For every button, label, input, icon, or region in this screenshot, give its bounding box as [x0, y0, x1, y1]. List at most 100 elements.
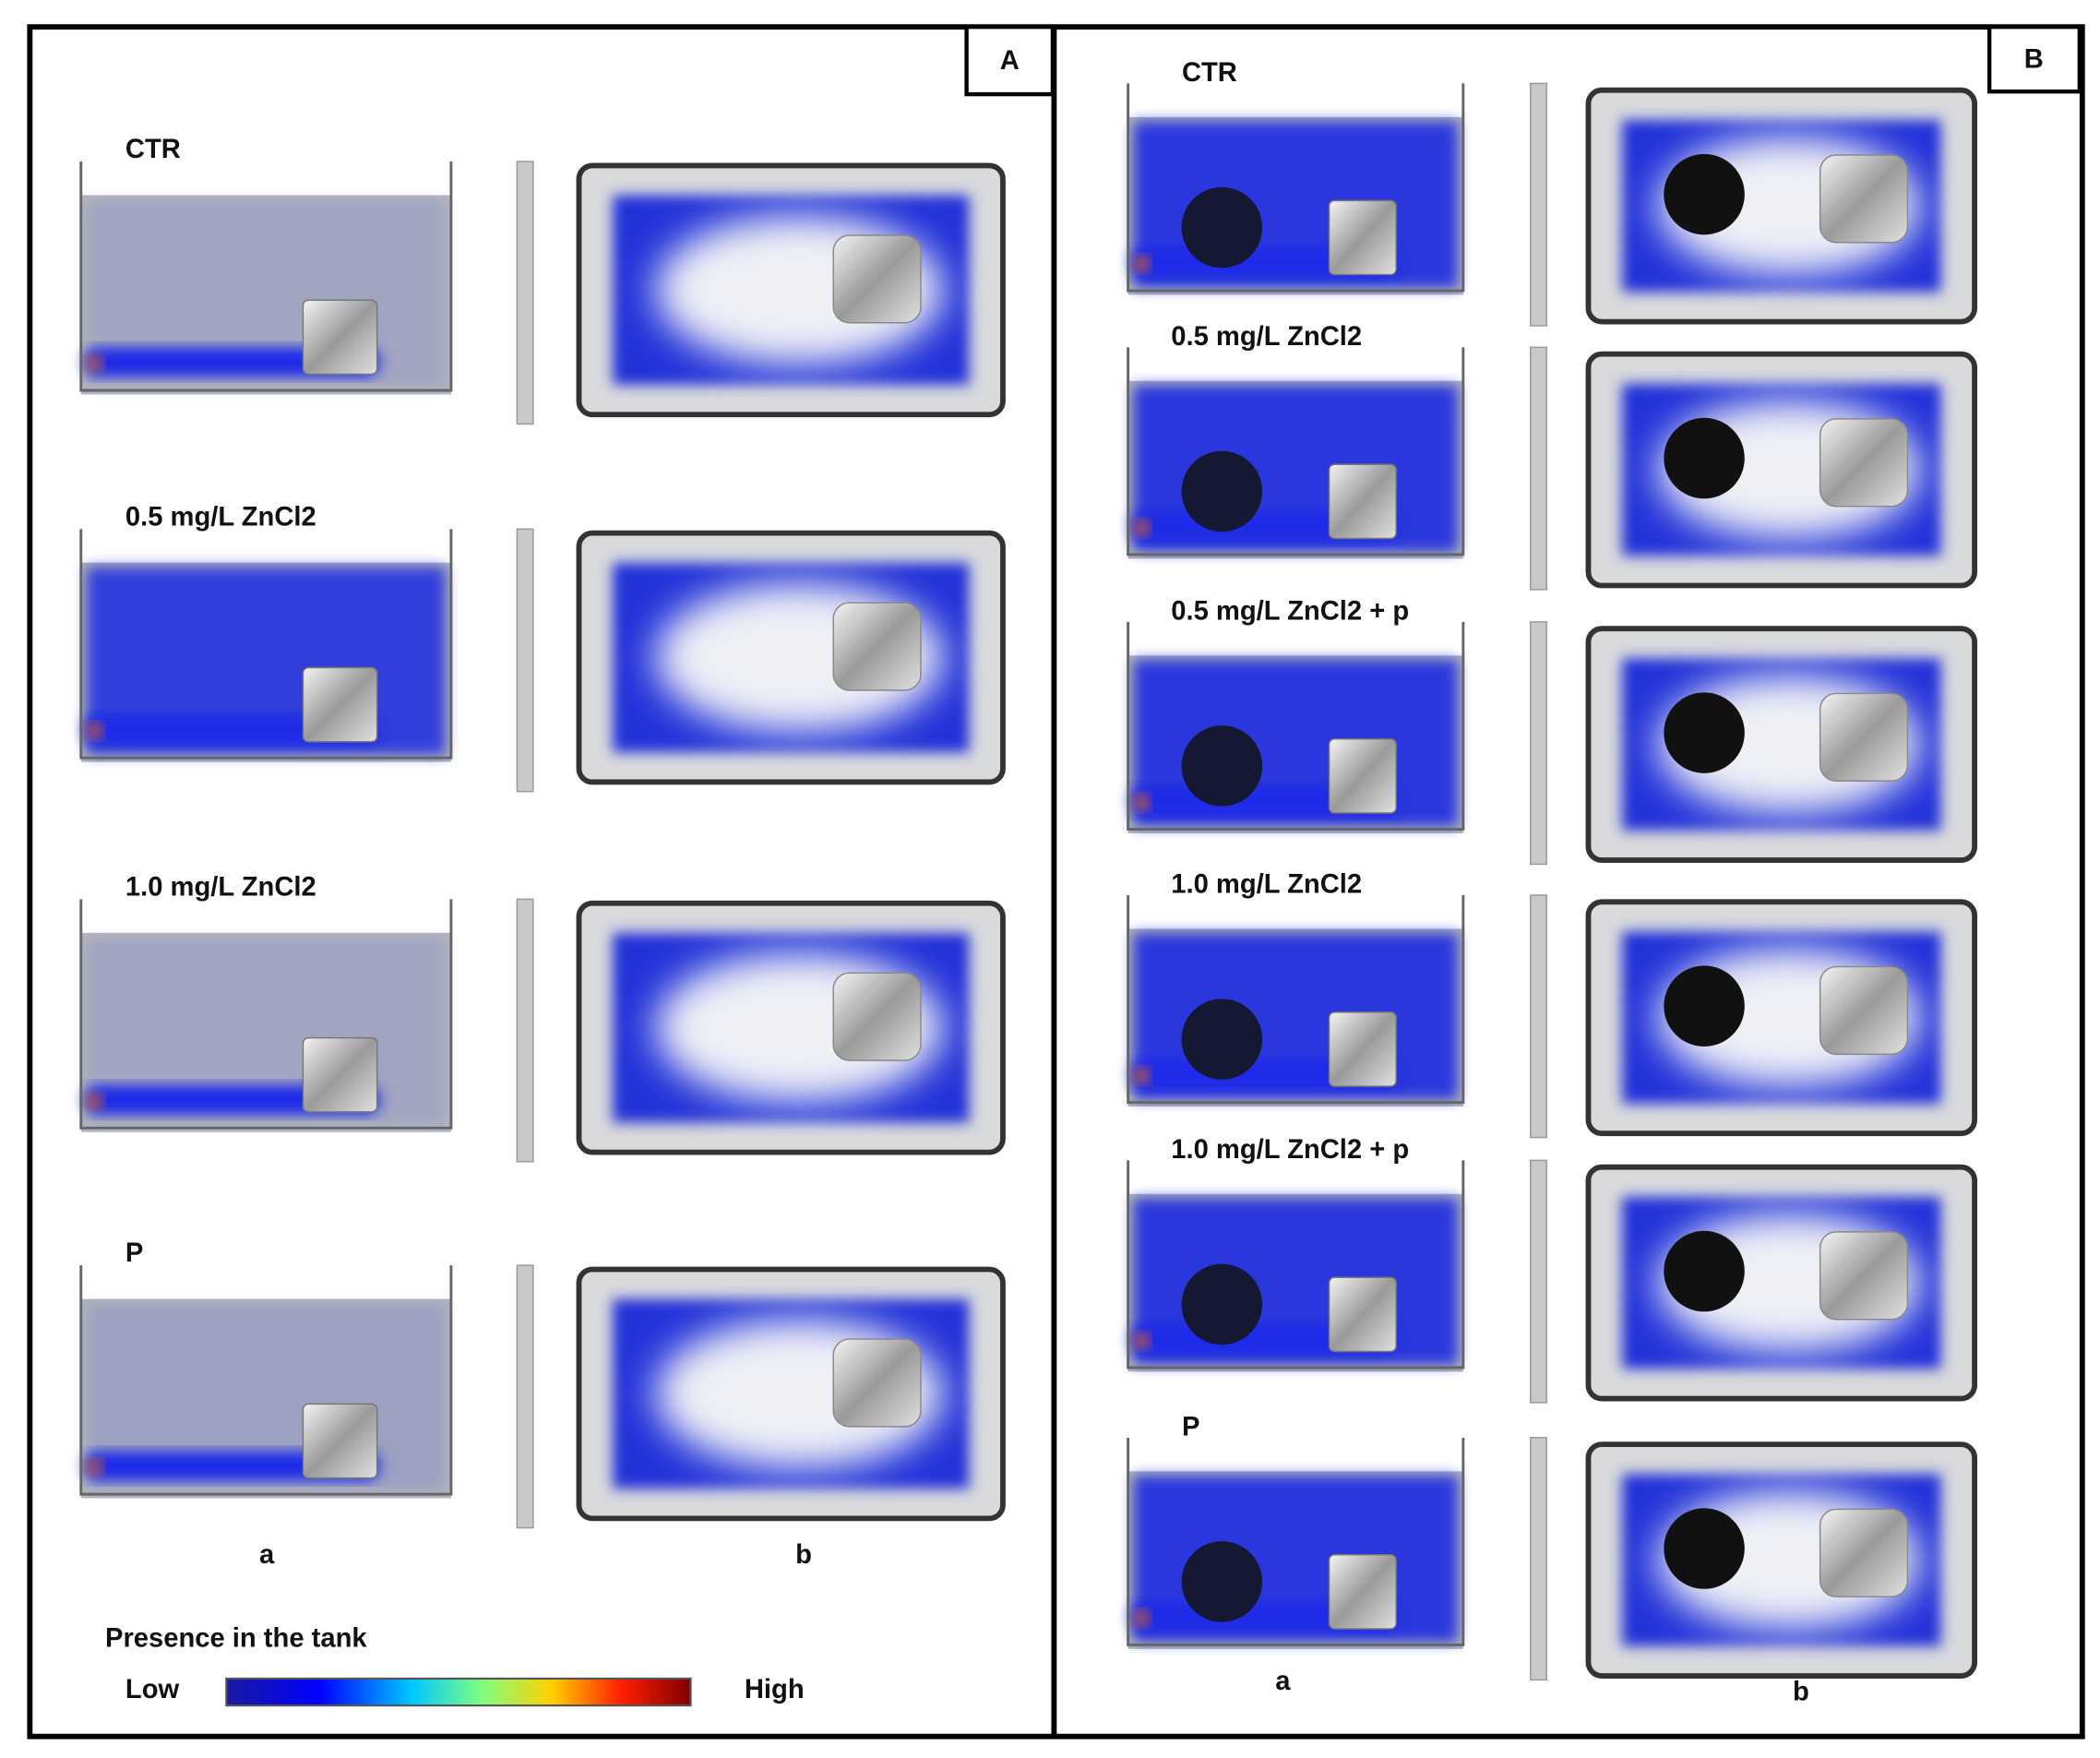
object [1181, 1541, 1263, 1622]
side-view [1127, 621, 1465, 833]
panel-label-box [964, 24, 1056, 97]
side-view [1127, 1437, 1465, 1649]
cup [1819, 154, 1909, 244]
cup [832, 972, 922, 1061]
object [1181, 450, 1263, 532]
column-label: b [1793, 1678, 1809, 1707]
side-strip [1530, 621, 1547, 866]
object [1664, 153, 1745, 235]
hotspot [86, 723, 103, 739]
tank-outline [79, 1265, 453, 1496]
top-view [1585, 351, 1978, 589]
side-strip [516, 528, 534, 793]
row-label: P [1182, 1412, 1199, 1441]
top-view [1585, 87, 1978, 325]
cup [1819, 418, 1909, 508]
side-strip [1530, 346, 1547, 591]
side-view [1127, 895, 1465, 1107]
top-view [1585, 1164, 1978, 1402]
row-label: 0.5 mg/L ZnCl2 [1171, 322, 1362, 352]
legend-title: Presence in the tank [105, 1623, 367, 1653]
tank-outline [1127, 895, 1465, 1105]
side-strip [516, 1264, 534, 1529]
legend-low: Low [125, 1675, 180, 1704]
cup [302, 1403, 378, 1479]
object [1181, 999, 1263, 1080]
cup [1328, 1554, 1397, 1630]
cup [1328, 1011, 1397, 1087]
top-view [1585, 1441, 1978, 1679]
cup [832, 1338, 922, 1428]
side-strip [1530, 1159, 1547, 1404]
tank-outline [1127, 1437, 1465, 1646]
object [1181, 1263, 1263, 1345]
side-view [79, 899, 453, 1132]
side-view [1127, 1160, 1465, 1372]
cup [832, 602, 922, 691]
object [1181, 725, 1263, 807]
panel-label: A [1000, 46, 1020, 76]
hotspot [86, 1459, 103, 1476]
legend-high: High [745, 1675, 805, 1704]
cup [1328, 1276, 1397, 1353]
row-label: 1.0 mg/L ZnCl2 + p [1171, 1135, 1409, 1165]
object [1664, 965, 1745, 1046]
hotspot [1133, 1609, 1150, 1627]
side-view [79, 161, 453, 395]
row-label: CTR [1182, 58, 1237, 88]
object [1664, 1230, 1745, 1312]
hotspot [1133, 520, 1150, 536]
object [1664, 1508, 1745, 1589]
side-view [79, 529, 453, 762]
top-view [1585, 899, 1978, 1137]
legend-colorbar [225, 1677, 692, 1707]
row-label: 0.5 mg/L ZnCl2 + p [1171, 596, 1409, 626]
tank-outline [1127, 347, 1465, 556]
panel-label: B [2024, 44, 2044, 74]
column-label: b [795, 1540, 812, 1570]
hotspot [86, 1093, 103, 1109]
side-view [1127, 83, 1465, 295]
column-label: a [259, 1540, 275, 1570]
hotspot [1133, 256, 1150, 272]
cup [832, 234, 922, 324]
tank-outline [79, 161, 453, 392]
tank-outline [1127, 1160, 1465, 1369]
side-strip [516, 898, 534, 1163]
cup [302, 666, 378, 743]
top-view [576, 1266, 1006, 1522]
hotspot [86, 355, 103, 372]
tank-outline [1127, 83, 1465, 293]
cup [1328, 463, 1397, 540]
row-label: 1.0 mg/L ZnCl2 [125, 872, 316, 902]
hotspot [1133, 794, 1150, 811]
object [1664, 417, 1745, 499]
cup [1819, 1231, 1909, 1321]
cup [1819, 965, 1909, 1056]
tank-outline [1127, 621, 1465, 831]
side-strip [1530, 1437, 1547, 1681]
cup [1328, 199, 1397, 276]
tank-outline [79, 899, 453, 1130]
side-strip [516, 161, 534, 425]
cup [1328, 738, 1397, 814]
tank-outline [79, 529, 453, 759]
side-strip [1530, 894, 1547, 1139]
cup [302, 1036, 378, 1113]
top-view [576, 162, 1006, 418]
row-label: CTR [125, 135, 181, 164]
cup [1819, 1508, 1909, 1597]
top-view [1585, 626, 1978, 863]
object [1181, 186, 1263, 269]
top-view [576, 900, 1006, 1155]
hotspot [1133, 1333, 1150, 1349]
object [1664, 692, 1745, 773]
side-view [79, 1265, 453, 1499]
hotspot [1133, 1067, 1150, 1084]
row-label: P [125, 1238, 143, 1268]
column-label: a [1275, 1667, 1291, 1696]
panel-label-box [1987, 24, 2082, 94]
cup [1819, 692, 1909, 782]
